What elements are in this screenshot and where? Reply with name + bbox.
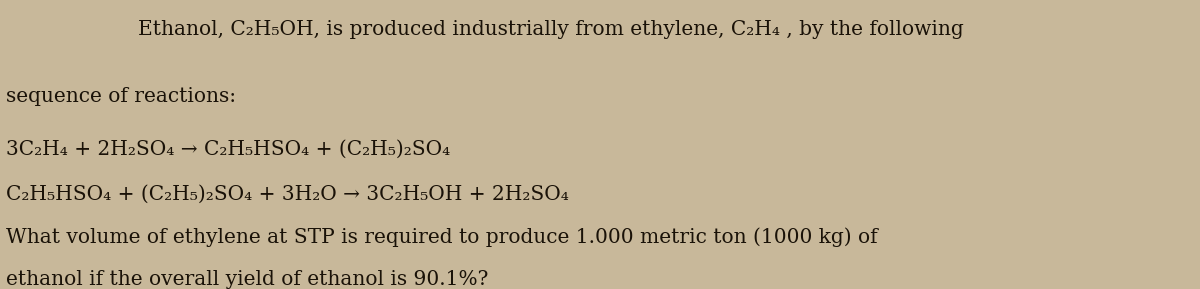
Text: ethanol if the overall yield of ethanol is 90.1%?: ethanol if the overall yield of ethanol … — [6, 270, 488, 289]
Text: 3C₂H₄ + 2H₂SO₄ → C₂H₅HSO₄ + (C₂H₅)₂SO₄: 3C₂H₄ + 2H₂SO₄ → C₂H₅HSO₄ + (C₂H₅)₂SO₄ — [6, 140, 450, 159]
Text: What volume of ethylene at STP is required to produce 1.000 metric ton (1000 kg): What volume of ethylene at STP is requir… — [6, 227, 877, 247]
Text: sequence of reactions:: sequence of reactions: — [6, 87, 236, 106]
Text: Ethanol, C₂H₅OH, is produced industrially from ethylene, C₂H₄ , by the following: Ethanol, C₂H₅OH, is produced industriall… — [138, 20, 964, 39]
Text: C₂H₅HSO₄ + (C₂H₅)₂SO₄ + 3H₂O → 3C₂H₅OH + 2H₂SO₄: C₂H₅HSO₄ + (C₂H₅)₂SO₄ + 3H₂O → 3C₂H₅OH +… — [6, 185, 569, 204]
